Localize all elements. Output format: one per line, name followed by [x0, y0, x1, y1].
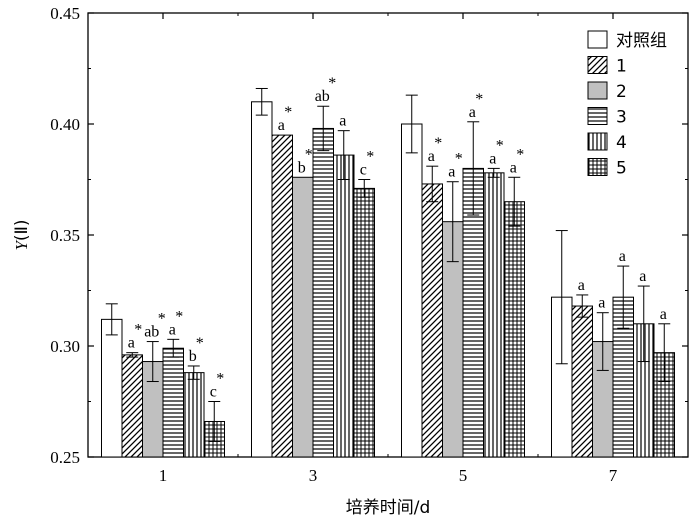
significance-letter: a	[489, 150, 496, 167]
legend-swatch	[587, 132, 608, 151]
legend-label: 对照组	[616, 31, 667, 51]
x-axis-title: 培养时间/d	[346, 498, 431, 518]
significance-star: *	[305, 146, 313, 163]
legend-swatch	[587, 81, 608, 100]
legend-swatch	[587, 56, 608, 74]
bar	[401, 123, 423, 458]
bar	[162, 347, 184, 458]
significance-star: *	[366, 149, 374, 166]
significance-letter: b	[298, 159, 306, 176]
significance-star: *	[196, 335, 204, 352]
significance-star: *	[158, 311, 166, 328]
legend-swatch	[587, 107, 608, 125]
y-axis-title: Y(Ⅱ)	[12, 219, 32, 250]
y-axis-title-var: Y	[12, 240, 31, 251]
significance-letter: ab	[315, 88, 330, 105]
significance-star: *	[175, 308, 183, 325]
y-tick-label: 0.35	[50, 226, 80, 245]
bars	[101, 101, 675, 458]
significance-letter: a	[428, 148, 435, 165]
y-tick-label: 0.25	[50, 448, 80, 467]
legend: 对照组 1 2 3 4 5	[587, 30, 667, 179]
significance-star: *	[134, 322, 142, 339]
legend-label: 1	[616, 57, 627, 77]
significance-letter: a	[660, 306, 667, 323]
y-tick-label: 0.40	[50, 115, 80, 134]
bar	[421, 183, 443, 458]
significance-letter: ab	[144, 324, 159, 341]
significance-letter: a	[278, 117, 285, 134]
bar	[333, 154, 355, 458]
legend-label: 5	[616, 159, 627, 179]
y-tick-label: 0.45	[50, 4, 80, 23]
x-axis: 1 3 5 7	[159, 13, 618, 485]
x-tick-label: 3	[309, 466, 318, 485]
bar	[271, 134, 293, 458]
significance-star: *	[216, 371, 224, 388]
legend-label: 3	[616, 108, 627, 128]
significance-letter: c	[210, 384, 217, 401]
bar	[251, 101, 273, 458]
significance-letter: a	[169, 321, 176, 338]
legend-label: 4	[616, 133, 627, 153]
y-axis-title-arg: (Ⅱ)	[12, 219, 32, 241]
significance-letter: b	[189, 348, 197, 365]
significance-letter: a	[128, 335, 135, 352]
bar	[183, 372, 205, 458]
significance-letter: c	[360, 162, 367, 179]
error-bars	[105, 87, 671, 442]
significance-letter: a	[639, 268, 646, 285]
significance-star: *	[455, 151, 463, 168]
legend-label: 2	[616, 82, 627, 102]
bar	[353, 187, 375, 458]
bar	[483, 172, 505, 458]
significance-star: *	[475, 91, 483, 108]
x-tick-label: 5	[459, 466, 468, 485]
significance-letter: a	[619, 248, 626, 265]
legend-swatch	[587, 30, 608, 49]
significance-letter: a	[598, 295, 605, 312]
bar	[101, 318, 123, 458]
significance-letter: a	[578, 277, 585, 294]
significance-star: *	[328, 75, 336, 92]
y-tick-label: 0.30	[50, 337, 80, 356]
significance-letter: a	[510, 159, 517, 176]
significance-letter: a	[469, 104, 476, 121]
x-tick-label: 1	[159, 466, 168, 485]
bar	[503, 201, 525, 458]
bar	[121, 354, 143, 458]
significance-star: *	[284, 104, 292, 121]
x-tick-label: 7	[609, 466, 618, 485]
significance-star: *	[516, 146, 524, 163]
significance-star: *	[434, 135, 442, 152]
significance-star: *	[496, 137, 504, 154]
legend-swatch	[587, 158, 608, 176]
bar	[571, 305, 593, 458]
bar	[292, 176, 314, 458]
significance-letter: a	[448, 164, 455, 181]
y-axis: 0.25 0.30 0.35 0.40 0.45	[50, 4, 688, 467]
bar	[312, 127, 334, 458]
significance-letter: a	[339, 113, 346, 130]
